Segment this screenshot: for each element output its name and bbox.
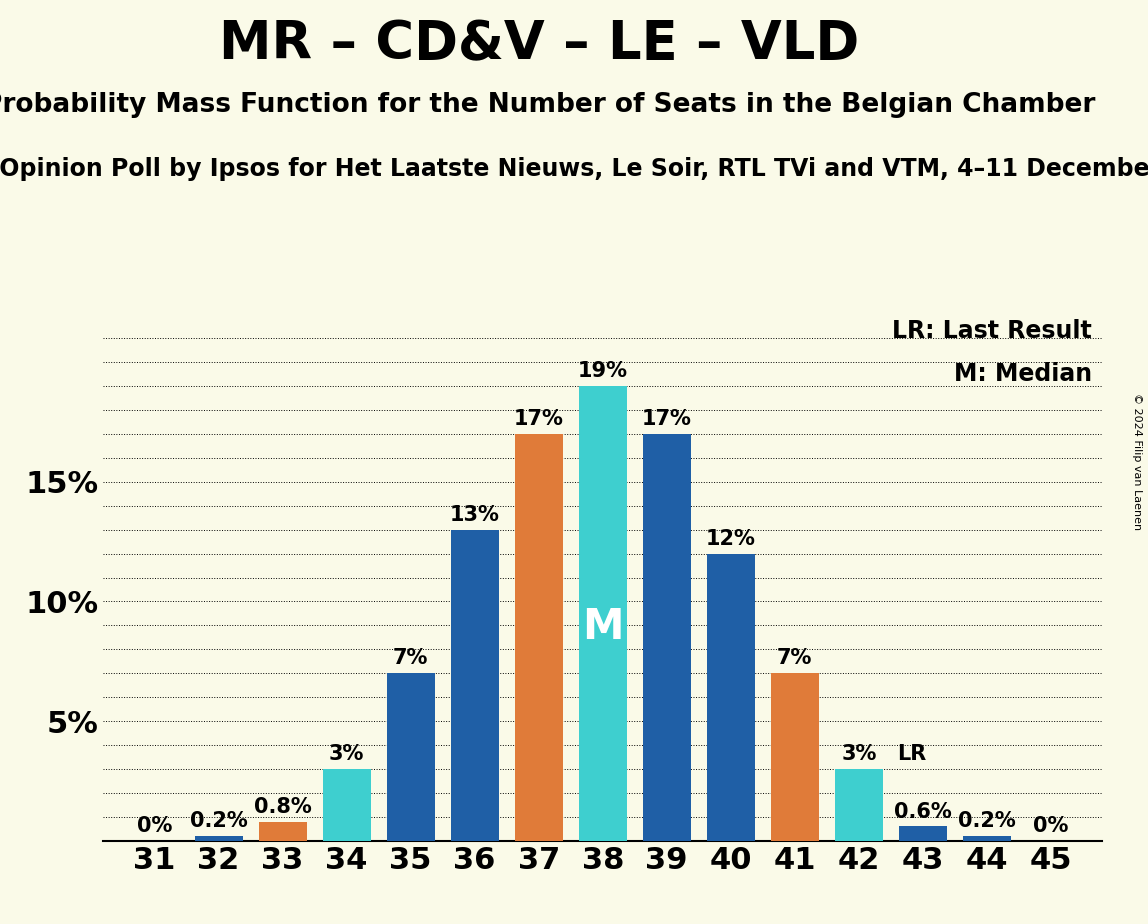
Text: LR: LR [898,744,926,764]
Text: 17%: 17% [642,409,691,429]
Bar [643,434,691,841]
Bar [707,553,754,841]
Text: MR – CD&V – LE – VLD: MR – CD&V – LE – VLD [219,18,860,70]
Bar [835,769,883,841]
Text: M: M [582,606,623,648]
Text: on an Opinion Poll by Ipsos for Het Laatste Nieuws, Le Soir, RTL TVi and VTM, 4–: on an Opinion Poll by Ipsos for Het Laat… [0,157,1148,181]
Bar [194,836,242,841]
Bar [963,836,1011,841]
Text: LR: Last Result: LR: Last Result [892,320,1092,344]
Text: 17%: 17% [514,409,564,429]
Bar [451,529,498,841]
Text: 7%: 7% [777,649,813,668]
Text: 7%: 7% [393,649,428,668]
Text: 0.6%: 0.6% [894,802,952,821]
Text: 0%: 0% [1033,816,1069,836]
Bar [579,386,627,841]
Text: 3%: 3% [841,744,876,764]
Text: 0.2%: 0.2% [189,811,248,832]
Bar [899,826,947,841]
Text: 0%: 0% [137,816,172,836]
Bar [770,674,819,841]
Bar [323,769,371,841]
Text: 12%: 12% [706,529,755,549]
Bar [258,821,307,841]
Text: 3%: 3% [329,744,364,764]
Text: 13%: 13% [450,505,499,525]
Text: 19%: 19% [577,361,628,382]
Text: 0.8%: 0.8% [254,796,311,817]
Text: © 2024 Filip van Laenen: © 2024 Filip van Laenen [1132,394,1142,530]
Text: 0.2%: 0.2% [957,811,1016,832]
Bar [387,674,435,841]
Bar [514,434,563,841]
Text: M: Median: M: Median [954,361,1092,385]
Text: Probability Mass Function for the Number of Seats in the Belgian Chamber: Probability Mass Function for the Number… [0,92,1095,118]
